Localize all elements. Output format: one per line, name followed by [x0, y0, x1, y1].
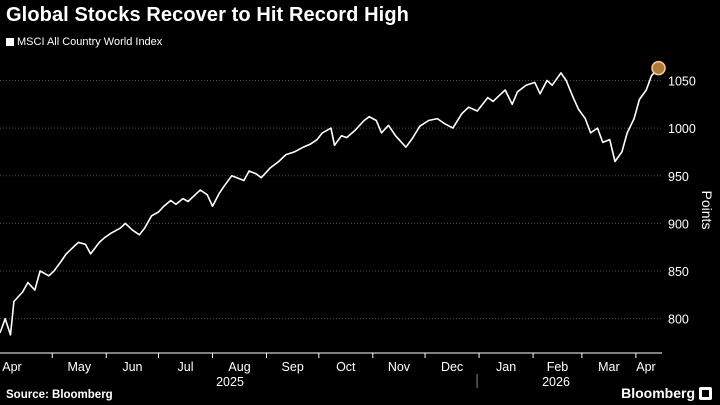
brand-logo: Bloomberg — [621, 385, 712, 401]
x-tick-label: Mar — [598, 360, 620, 374]
x-tick-label: Jan — [496, 360, 516, 374]
x-tick-label: Apr — [2, 360, 21, 374]
x-tick-label: Aug — [228, 360, 250, 374]
x-tick-label: Feb — [547, 360, 569, 374]
x-tick-label: Apr — [636, 360, 655, 374]
record-high-marker — [651, 60, 666, 76]
x-tick-label: Oct — [336, 360, 356, 374]
y-tick-label: 1000 — [668, 122, 696, 136]
legend-label: MSCI All Country World Index — [17, 36, 163, 48]
y-tick-label: 1050 — [668, 74, 696, 88]
brand-name: Bloomberg — [621, 385, 695, 401]
x-tick-label: Dec — [441, 360, 463, 374]
y-tick-label: 800 — [668, 313, 689, 327]
y-tick-label: 900 — [668, 217, 689, 231]
legend-swatch — [6, 38, 14, 46]
terminal-badge-icon — [699, 386, 712, 400]
y-tick-label: 850 — [668, 265, 689, 279]
y-tick-label: 950 — [668, 170, 689, 184]
x-group-label-2025: 2025 — [216, 375, 244, 389]
source-note: Source: Bloomberg — [6, 389, 113, 401]
x-tick-label: Jul — [178, 360, 194, 374]
series-line-msci-acwi — [0, 67, 660, 336]
legend: MSCI All Country World Index — [6, 36, 162, 48]
x-tick-label: Sep — [282, 360, 304, 374]
x-group-label-2026: 2026 — [542, 375, 570, 389]
x-tick-label: May — [67, 360, 91, 374]
y-axis-title: Points — [699, 191, 715, 230]
x-tick-label: Nov — [388, 360, 411, 374]
x-tick-label: Jun — [122, 360, 142, 374]
chart-title: Global Stocks Recover to Hit Record High — [6, 4, 409, 26]
